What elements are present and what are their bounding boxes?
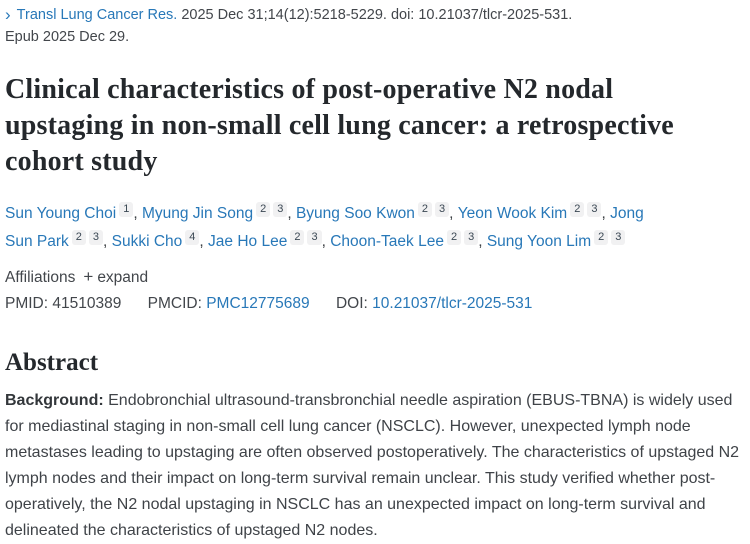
pmid-value: 41510389 xyxy=(52,295,122,312)
pmid-group: PMID: 41510389 xyxy=(5,295,121,312)
affiliation-number-badge[interactable]: 3 xyxy=(587,202,602,217)
affiliation-number-badge[interactable]: 3 xyxy=(88,230,104,245)
affiliation-number-badge[interactable]: 1 xyxy=(119,202,134,217)
affiliation-number-badge[interactable]: 2 xyxy=(446,230,462,245)
doi-group: DOI: 10.21037/tlcr-2025-531 xyxy=(336,295,532,312)
author: Sukki Cho 4, xyxy=(111,230,209,250)
pmcid-group: PMCID: PMC12775689 xyxy=(148,295,310,312)
abstract-background-paragraph: Background: Endobronchial ultrasound-tra… xyxy=(5,388,745,544)
author-link[interactable]: Yeon Wook Kim xyxy=(457,205,568,222)
pmcid-label: PMCID: xyxy=(147,295,202,312)
citation-meta: 2025 Dec 31;14(12):5218-5229. doi: 10.21… xyxy=(177,7,573,23)
affiliation-number-badge[interactable]: 2 xyxy=(71,230,86,245)
pmid-label: PMID: xyxy=(5,295,49,312)
affiliation-number-badge[interactable]: 2 xyxy=(570,202,585,217)
author: Sun Young Choi 1, xyxy=(5,202,142,222)
author: Yeon Wook Kim 2 3, xyxy=(457,202,611,222)
affiliation-number-badge[interactable]: 2 xyxy=(417,202,433,217)
journal-link[interactable]: Transl Lung Cancer Res. xyxy=(16,7,178,23)
author-link[interactable]: Choon-Taek Lee xyxy=(330,233,444,250)
affiliation-number-badge[interactable]: 4 xyxy=(185,230,200,245)
author-link[interactable]: Sukki Cho xyxy=(111,233,183,250)
affiliation-number-badge[interactable]: 2 xyxy=(594,230,609,245)
doi-link[interactable]: 10.21037/tlcr-2025-531 xyxy=(372,295,533,312)
affiliation-number-badge[interactable]: 3 xyxy=(307,230,322,245)
identifiers-row: PMID: 41510389 PMCID: PMC12775689 DOI: 1… xyxy=(5,293,745,314)
article-title: Clinical characteristics of post-operati… xyxy=(5,74,674,177)
background-label: Background: xyxy=(5,392,104,409)
expand-label: expand xyxy=(97,269,149,286)
author-link[interactable]: Jong Sun Park xyxy=(5,205,644,250)
citation-banner: › Transl Lung Cancer Res. 2025 Dec 31;14(… xyxy=(5,4,745,48)
background-text: Endobronchial ultrasound-transbronchial … xyxy=(5,392,740,539)
expand-affiliations-button[interactable]: + expand xyxy=(83,266,148,288)
affiliation-number-badge[interactable]: 2 xyxy=(290,230,305,245)
doi-label: DOI: xyxy=(335,295,368,312)
affiliations-label: Affiliations xyxy=(5,269,76,286)
chevron-right-icon[interactable]: › xyxy=(5,5,11,24)
affiliation-number-badge[interactable]: 3 xyxy=(435,202,450,217)
pmcid-link[interactable]: PMC12775689 xyxy=(206,295,310,312)
citation-epub: Epub 2025 Dec 29. xyxy=(5,29,130,45)
affiliation-number-badge[interactable]: 3 xyxy=(464,230,479,245)
author: Sung Yoon Lim 2 3 xyxy=(486,230,626,250)
author: Byung Soo Kwon 2 3, xyxy=(295,202,458,222)
author: Myung Jin Song 2 3, xyxy=(141,202,296,222)
abstract-heading: Abstract xyxy=(5,349,99,376)
authors-list: Sun Young Choi 1, Myung Jin Song 2 3, Byung… xyxy=(5,200,653,256)
author-link[interactable]: Sung Yoon Lim xyxy=(486,233,592,250)
plus-icon: + xyxy=(83,267,94,286)
author-link[interactable]: Jae Ho Lee xyxy=(208,233,288,250)
author-link[interactable]: Byung Soo Kwon xyxy=(295,205,415,222)
author-link[interactable]: Myung Jin Song xyxy=(141,205,254,222)
affiliation-number-badge[interactable]: 3 xyxy=(273,202,288,217)
author: Choon-Taek Lee 2 3, xyxy=(330,230,487,250)
author: Jong Sun Park 2 3, xyxy=(5,205,644,250)
author-link[interactable]: Sun Young Choi xyxy=(5,205,117,222)
affiliation-number-badge[interactable]: 3 xyxy=(611,230,626,245)
affiliation-number-badge[interactable]: 2 xyxy=(256,202,271,217)
affiliations-bar: Affiliations + expand xyxy=(5,266,745,288)
author: Jae Ho Lee 2 3, xyxy=(208,230,331,250)
